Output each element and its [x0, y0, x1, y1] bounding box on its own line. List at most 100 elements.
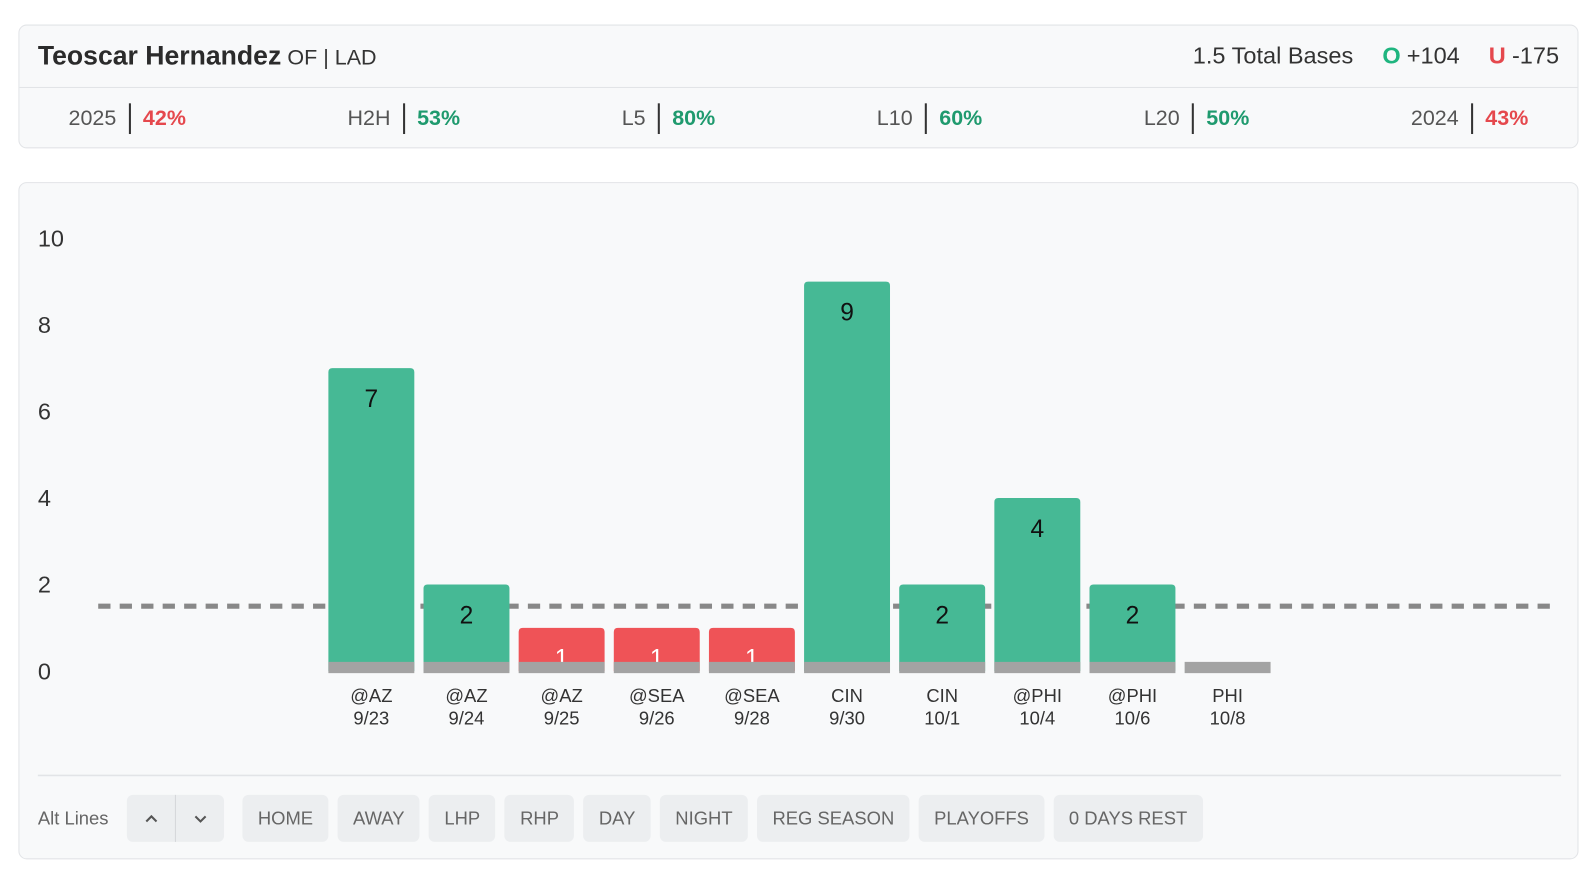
chart: 02468107@AZ9/232@AZ9/241@AZ9/251@SEA9/26…: [37, 226, 1562, 777]
base-strip: [994, 661, 1081, 674]
bar: [994, 497, 1081, 672]
x-tick-label: PHI: [1212, 685, 1243, 706]
separator: [402, 103, 405, 135]
stat-value: 80%: [672, 106, 716, 130]
stat: 2024 43%: [1410, 103, 1529, 135]
line-info: 1.5 Total Bases O +104 U -175: [1187, 42, 1559, 70]
x-tick-label: CIN: [831, 685, 863, 706]
line: 1.5 Total Bases: [1192, 41, 1354, 69]
x-date-label: 9/25: [544, 707, 580, 728]
bar: [518, 627, 605, 672]
separator: [1470, 103, 1474, 135]
filter-button[interactable]: NIGHT: [659, 794, 748, 842]
stat-value: 50%: [1206, 106, 1250, 130]
position: OF | LAD: [287, 46, 377, 70]
stat: H2H 53%: [347, 103, 460, 135]
stat-label: H2H: [347, 106, 391, 130]
bar: [328, 368, 415, 672]
stat-value: 42%: [142, 106, 186, 130]
base-strip: [1089, 661, 1176, 674]
x-date-label: 9/28: [734, 707, 770, 728]
x-tick-label: @AZ: [350, 685, 392, 706]
separator: [657, 103, 660, 135]
chart-card: 0 2 4 6 8 10 7 @AZ 9/23 2 @AZ 9/24 1 @AZ 9/25 1 @SEA 9/26…: [18, 182, 1579, 860]
stat-value: 60%: [939, 106, 983, 130]
under-odds[interactable]: -175: [1511, 41, 1560, 69]
base-strip: [1184, 661, 1271, 674]
base-strip: [708, 661, 795, 674]
base-strip: [613, 661, 700, 674]
filter-button[interactable]: RHP: [504, 794, 575, 842]
x-tick-label: @PHI: [1013, 685, 1062, 706]
stat-label: L5: [621, 106, 646, 130]
y-tick-label: 6: [38, 399, 51, 425]
value-label: 4: [1030, 516, 1044, 543]
x-date-label: 9/23: [353, 707, 389, 728]
x-date-label: 10/8: [1210, 707, 1246, 728]
under-mark: U: [1488, 41, 1506, 69]
prop-header: Teoscar Hernandez OF | LAD 1.5 Total Base…: [18, 24, 1579, 149]
y-tick-label: 4: [38, 485, 51, 511]
alt-lines-arrows: [126, 794, 225, 842]
value-label: 7: [365, 386, 379, 413]
y-tick-label: 2: [38, 572, 51, 598]
x-tick-label: @PHI: [1108, 685, 1157, 706]
x-date-label: 9/30: [829, 707, 865, 728]
filter-button[interactable]: AWAY: [337, 794, 420, 842]
filters: Alt Lines HOME AWAY LHP RHP DAY NIGHT REG SEASO…: [37, 794, 1212, 842]
value-label: 9: [840, 300, 854, 327]
stat: L5 80%: [621, 103, 716, 135]
over-odds[interactable]: +104: [1406, 41, 1460, 69]
alt-lines-label: Alt Lines: [37, 807, 109, 829]
value-label: 2: [935, 602, 949, 629]
bar: [708, 627, 795, 672]
value-label: 2: [1126, 602, 1140, 629]
stat: L10 60%: [876, 103, 983, 135]
base-strip: [804, 661, 891, 674]
bar: [804, 281, 891, 672]
filter-button[interactable]: PLAYOFFS: [918, 794, 1045, 842]
player-name: Teoscar Hernandez OF | LAD: [38, 40, 377, 72]
bar: [899, 584, 986, 672]
value-label: 2: [460, 602, 474, 629]
separator: [128, 103, 131, 135]
separator: [1191, 103, 1195, 135]
x-tick-label: @AZ: [541, 685, 583, 706]
x-tick-label: CIN: [926, 685, 958, 706]
chevron: [145, 814, 157, 823]
x-date-label: 9/24: [449, 707, 485, 728]
stats-row: 2025 42% H2H 53% L5 80% L10 60% L20 50% 2024 43%: [19, 89, 1577, 148]
arrow-up[interactable]: [127, 795, 175, 842]
stat-label: 2024: [1410, 106, 1459, 130]
stat-label: L20: [1143, 106, 1180, 130]
bar: [613, 627, 700, 672]
y-tick-label: 0: [38, 658, 51, 684]
y-tick-label: 8: [38, 312, 51, 338]
player: Teoscar Hernandez: [37, 39, 282, 71]
filter-button[interactable]: 0 DAYS REST: [1053, 794, 1203, 842]
x-tick-label: @SEA: [724, 685, 780, 706]
stat-value: 43%: [1485, 106, 1529, 130]
x-tick-label: @SEA: [629, 685, 685, 706]
filter-button[interactable]: REG SEASON: [757, 794, 910, 842]
base-strip: [518, 661, 605, 674]
stat: L20 50%: [1143, 103, 1250, 135]
x-tick-label: @AZ: [445, 685, 487, 706]
base-strip: [328, 661, 415, 674]
filter-button[interactable]: HOME: [242, 794, 329, 842]
separator: [924, 103, 927, 135]
x-date-label: 10/4: [1019, 707, 1055, 728]
chevron: [194, 815, 206, 823]
base-strip: [423, 661, 510, 674]
filter-button[interactable]: DAY: [583, 794, 651, 842]
arrow-down[interactable]: [174, 794, 224, 842]
stat-label: 2025: [68, 106, 117, 130]
x-date-label: 10/1: [924, 707, 960, 728]
bar: [1089, 584, 1176, 672]
title-row: Teoscar Hernandez OF | LAD 1.5 Total Base…: [19, 26, 1578, 88]
stat-label: L10: [876, 106, 913, 130]
over-mark: O: [1382, 41, 1401, 69]
filter-button[interactable]: LHP: [429, 794, 496, 842]
bar: [423, 584, 510, 672]
